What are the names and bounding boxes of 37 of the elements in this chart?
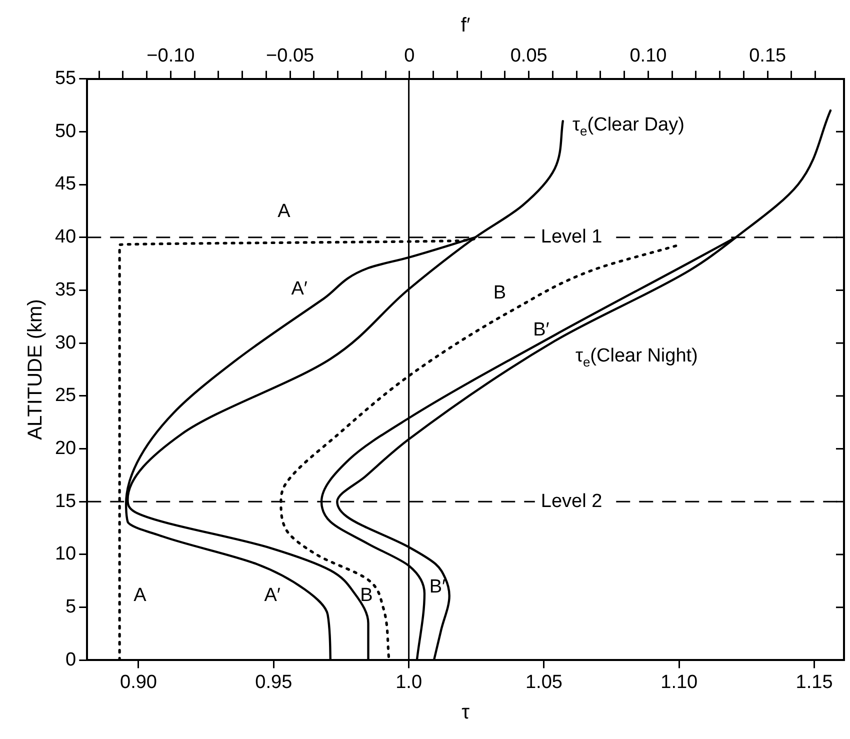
series-label: B [360,584,373,606]
x2-tick-label: 0 [404,46,415,67]
x2-tick-label: −0.05 [266,46,314,67]
x-tick-label: 1.10 [660,672,698,693]
y-tick-label: 10 [54,544,76,565]
y-tick-label: 5 [66,596,76,618]
text: A [278,200,290,222]
x-tick-label: 0.95 [255,672,292,693]
x2-tick-label: 0.10 [630,46,667,67]
y-tick-label: 45 [54,174,76,195]
x-tick-label: 1.05 [525,672,562,693]
y-tick-label: 30 [54,332,76,354]
y-tick-label: 40 [54,226,76,248]
series-label: A′ [291,278,308,300]
x-axis-title: τ [462,702,470,724]
series-label: A [134,584,147,606]
y-tick-label: 25 [54,385,76,406]
y-tick-label: 15 [54,490,76,512]
text: B′ [429,576,446,598]
x2-tick-label: 0.15 [749,46,786,67]
y-tick-label: 35 [54,279,76,300]
x-tick-label: 1.0 [396,672,422,693]
ref-line-label: Level 2 [540,490,602,512]
series-label: B′ [533,320,550,341]
x2-axis-title: f′ [460,14,470,37]
x-tick-label: 1.15 [796,672,833,693]
text: B [493,282,506,304]
x2-tick-label: 0.05 [510,46,548,67]
y-tick-label: 50 [54,120,76,142]
ref-line-label: Level 1 [540,226,602,248]
x2-tick-label: −0.10 [146,46,195,67]
y-tick-label: 0 [66,649,76,670]
y-tick-label: 20 [54,438,76,460]
text: A′ [264,584,280,606]
y-tick-label: 55 [54,68,76,90]
y-axis-title: ALTITUDE (km) [24,299,47,440]
x-tick-label: 0.90 [120,672,157,693]
